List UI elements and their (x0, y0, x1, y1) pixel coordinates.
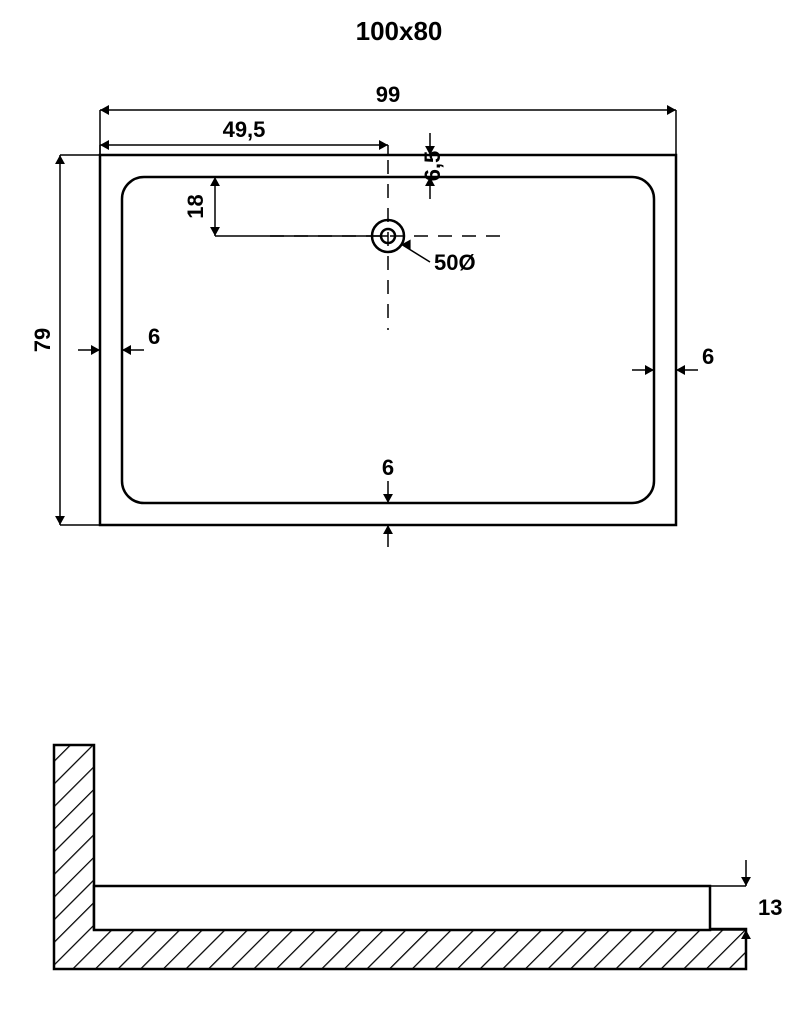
dim-rim-bottom-6: 6 (382, 455, 394, 547)
section-view: 13 (54, 745, 782, 969)
dim-half-49-5: 49,5 (100, 117, 388, 155)
dim-rim-right-6: 6 (632, 344, 714, 375)
dim-rim-top-6-5: 6,5 (420, 133, 445, 199)
dim-height-79-label: 79 (30, 328, 55, 352)
dim-half-49-5-label: 49,5 (223, 117, 266, 142)
dim-width-99-label: 99 (376, 82, 400, 107)
dim-drain-depth-18: 18 (183, 177, 388, 236)
wall-floor-hatched (54, 745, 746, 969)
tray-section (94, 886, 710, 930)
dim-tray-height-13-label: 13 (758, 895, 782, 920)
drain-leader (402, 244, 430, 262)
dim-rim-right-6-label: 6 (702, 344, 714, 369)
dim-width-99: 99 (100, 82, 676, 155)
dim-rim-left-6: 6 (78, 324, 160, 355)
dim-rim-left-6-label: 6 (148, 324, 160, 349)
dim-drain-depth-18-label: 18 (183, 194, 208, 218)
dim-height-79: 79 (30, 155, 100, 525)
dim-rim-bottom-6-label: 6 (382, 455, 394, 480)
plan-view: 50Ø 99 49,5 79 6 6 6 6,5 18 (30, 82, 714, 547)
dim-rim-top-6-5-label: 6,5 (420, 151, 445, 182)
drain-label: 50Ø (434, 250, 476, 275)
drawing-title: 100x80 (356, 16, 443, 46)
